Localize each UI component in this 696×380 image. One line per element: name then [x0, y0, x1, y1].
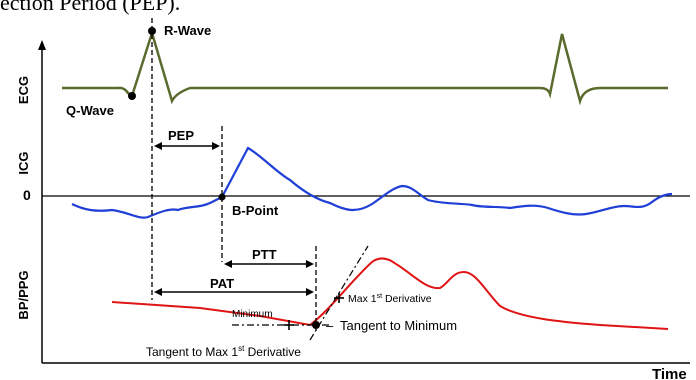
pep-arrow-right-head — [212, 142, 220, 150]
header-fragment: ection Period (PEP). — [0, 0, 180, 15]
b-point-label: B-Point — [232, 203, 279, 218]
icg-waveform — [71, 146, 673, 219]
ptt-label: PTT — [252, 247, 277, 262]
time-label: Time — [652, 366, 687, 380]
q-wave-dot — [128, 92, 136, 100]
bp-axis-label: BP/PPG — [16, 270, 31, 319]
ptt-arrow-left-head — [224, 260, 232, 268]
pat-label: PAT — [210, 276, 234, 291]
tangent-min-label: Tangent to Minimum — [340, 318, 457, 333]
zero-label: 0 — [23, 187, 31, 203]
q-wave-label: Q-Wave — [66, 103, 114, 118]
r-wave-label: R-Wave — [164, 23, 211, 38]
tangent-max-label: Tangent to Max 1st Derivative — [146, 344, 301, 359]
tangent-max-sup: st — [238, 344, 245, 353]
y-axis-arrow — [38, 40, 46, 50]
ptt-arrow-right-head — [306, 260, 314, 268]
tangent-max-prefix: Tangent to Max 1 — [146, 345, 238, 359]
pat-arrow-right-head — [306, 288, 314, 296]
ecg-waveform — [62, 28, 668, 106]
bp-waveform — [111, 257, 669, 330]
pep-arrow-left-head — [154, 142, 162, 150]
max-derivative-prefix: Max 1 — [348, 293, 377, 305]
pep-label: PEP — [168, 128, 194, 143]
pat-arrow-left-head — [154, 288, 162, 296]
icg-axis-label: ICG — [16, 151, 31, 174]
tangent-intersection-dot — [312, 321, 320, 329]
max-derivative-label: Max 1st Derivative — [348, 293, 432, 305]
tangent-min-dash: – — [326, 318, 334, 333]
minimum-label: Minimum — [232, 309, 273, 320]
r-wave-dot — [148, 27, 156, 35]
max-derivative-suffix: Derivative — [382, 293, 432, 305]
max-derivative-sup: st — [377, 293, 383, 300]
b-point-dot — [218, 193, 226, 201]
tangent-max-suffix: Derivative — [244, 345, 301, 359]
ecg-axis-label: ECG — [16, 76, 31, 104]
